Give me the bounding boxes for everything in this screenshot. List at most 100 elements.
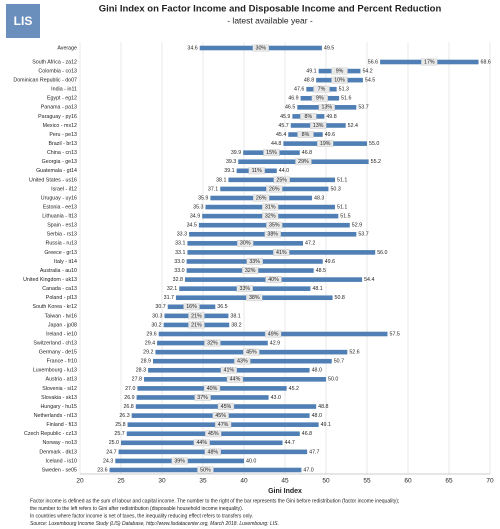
value-label: 33.1 — [175, 241, 185, 247]
reduction-label: 33% — [240, 286, 251, 292]
y-tick-label: China - cn13 — [47, 150, 77, 156]
x-tick-label: 45 — [281, 478, 289, 485]
reduction-label: 49% — [268, 331, 279, 337]
reduction-label: 15% — [266, 150, 277, 156]
reduction-label-box — [204, 448, 221, 456]
reduction-label: 10% — [334, 78, 345, 84]
value-label: 48.3 — [314, 195, 324, 201]
reduction-label-box — [220, 366, 237, 374]
x-axis-title: Gini Index — [268, 488, 302, 495]
value-label: 55.2 — [371, 159, 381, 165]
value-label: 48.8 — [318, 404, 328, 410]
reduction-label: 47% — [218, 422, 229, 428]
value-label: 25.0 — [109, 440, 119, 446]
value-label: 49.8 — [326, 114, 336, 120]
value-label: 31.7 — [164, 295, 174, 301]
value-label: 39.3 — [226, 159, 236, 165]
value-label: 50.3 — [330, 186, 340, 192]
y-tick-label: South Africa - za12 — [32, 59, 77, 65]
reduction-label-box — [205, 430, 222, 438]
reduction-label: 39% — [174, 458, 185, 464]
x-tick-label: 30 — [158, 478, 166, 485]
value-label: 29.2 — [143, 350, 153, 356]
y-tick-label: Dominican Republic - do07 — [13, 78, 77, 84]
y-tick-label: Colombia - co13 — [38, 68, 77, 74]
value-label: 48.0 — [312, 413, 322, 419]
value-label: 51.3 — [339, 87, 349, 93]
reduction-label-box — [310, 122, 327, 129]
y-tick-label: Average — [57, 45, 77, 51]
reduction-label: 41% — [276, 250, 287, 256]
reduction-label-box — [248, 167, 265, 175]
value-label: 51.5 — [340, 214, 350, 220]
value-label: 50.7 — [334, 359, 344, 365]
reduction-label: 21% — [191, 322, 202, 328]
reduction-label-box — [262, 212, 279, 220]
reduction-label: 50% — [200, 467, 211, 473]
reduction-label-box — [297, 131, 314, 138]
reduction-label-box — [237, 239, 254, 247]
value-label: 26.3 — [119, 413, 129, 419]
value-label: 54.4 — [364, 277, 374, 283]
reduction-label-box — [214, 421, 232, 429]
reduction-label-box — [188, 321, 205, 329]
reduction-label: 40% — [268, 277, 279, 283]
reduction-label-box — [252, 44, 269, 52]
reduction-label: 44% — [196, 440, 207, 446]
value-label: 44.0 — [279, 168, 289, 174]
reduction-label: 9% — [336, 68, 344, 74]
reduction-label-box — [295, 158, 312, 166]
y-tick-label: Russia - ru13 — [46, 241, 78, 247]
reduction-label-box — [311, 94, 329, 102]
value-label: 50.0 — [328, 377, 338, 383]
reduction-label-box — [265, 276, 282, 283]
value-label: 57.5 — [390, 331, 400, 337]
y-tick-label: Paraguay - py16 — [38, 114, 77, 120]
value-label: 38.2 — [231, 322, 241, 328]
y-tick-label: Lithuania - lt13 — [42, 214, 77, 220]
value-label: 45.4 — [276, 132, 286, 138]
y-tick-label: France - fr10 — [47, 359, 77, 365]
value-label: 25.7 — [114, 431, 124, 437]
reduction-label-box — [266, 221, 283, 229]
value-label: 48.1 — [312, 286, 322, 292]
y-tick-label: Sweden - se05 — [42, 467, 77, 473]
value-label: 36.5 — [217, 304, 227, 310]
value-label: 29.4 — [145, 340, 155, 346]
x-tick-label: 20 — [76, 478, 84, 485]
reduction-label-box — [421, 58, 438, 66]
footnote: the number to the left refers to Gini af… — [30, 506, 243, 512]
value-label: 33.0 — [174, 259, 184, 265]
value-label: 33.1 — [175, 250, 185, 256]
y-tick-label: Slovakia - sk13 — [41, 395, 77, 401]
reduction-label-box — [226, 375, 244, 383]
value-label: 51.1 — [337, 177, 347, 183]
y-tick-label: Japan - jp08 — [48, 322, 77, 328]
reduction-label-box — [313, 85, 330, 93]
y-tick-label: Mexico - mx12 — [43, 123, 77, 129]
value-label: 52.4 — [348, 123, 358, 129]
x-tick-label: 35 — [199, 478, 207, 485]
reduction-label-box — [331, 67, 348, 75]
reduction-label-box — [264, 330, 282, 338]
reduction-label-box — [264, 230, 281, 238]
reduction-label: 13% — [322, 105, 333, 111]
y-tick-label: Israel - il12 — [51, 186, 77, 192]
reduction-label: 16% — [186, 304, 197, 310]
value-label: 29.6 — [146, 331, 156, 337]
reduction-label: 32% — [207, 340, 218, 346]
reduction-label-box — [217, 403, 235, 410]
y-tick-label: Taiwan - tw16 — [45, 313, 77, 319]
reduction-label-box — [241, 267, 259, 274]
reduction-label-box — [318, 103, 335, 111]
reduction-label-box — [331, 76, 348, 84]
chart-subtitle: - latest available year - — [227, 15, 313, 25]
value-label: 42.9 — [270, 340, 280, 346]
value-label: 52.9 — [352, 223, 362, 229]
reduction-label: 13% — [313, 123, 324, 129]
reduction-label-box — [243, 348, 260, 356]
y-tick-label: Switzerland - ch13 — [33, 340, 77, 346]
y-tick-label: Czech Republic - cz13 — [24, 431, 77, 437]
y-tick-label: India - in11 — [51, 87, 77, 93]
